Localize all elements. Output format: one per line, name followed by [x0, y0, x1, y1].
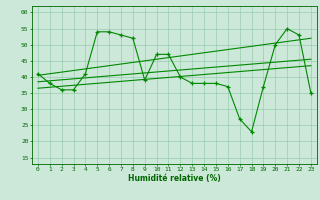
- X-axis label: Humidité relative (%): Humidité relative (%): [128, 174, 221, 183]
